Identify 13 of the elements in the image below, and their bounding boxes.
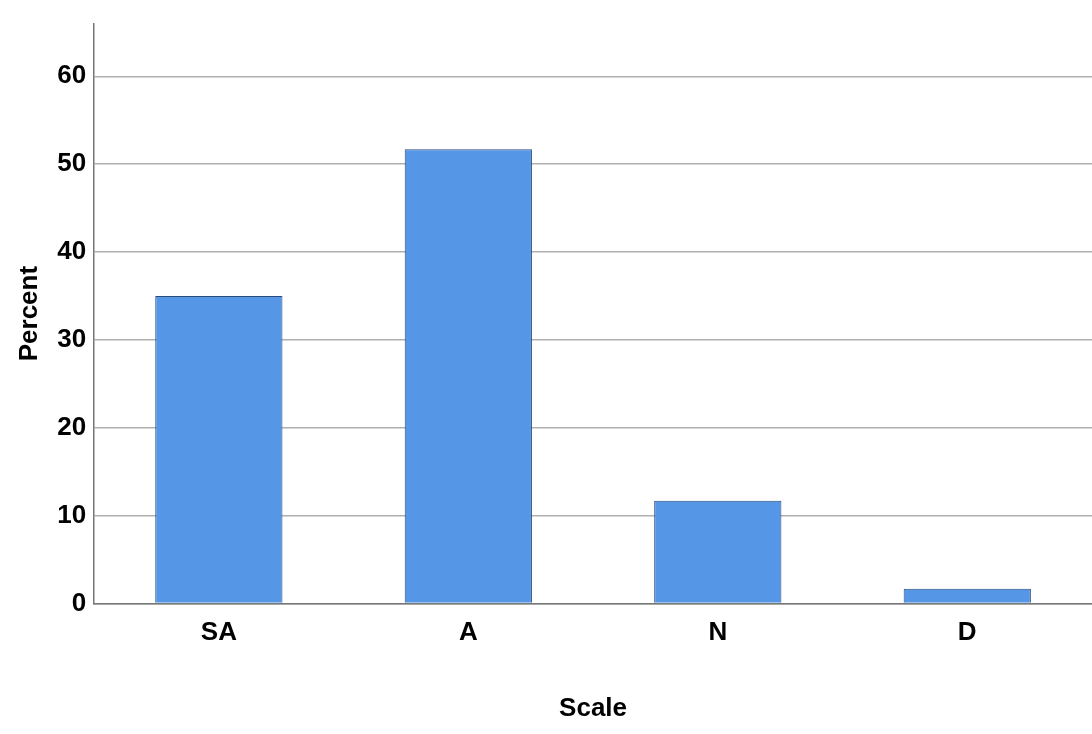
x-axis-title: Scale	[559, 691, 628, 722]
x-tick-label: A	[458, 616, 478, 647]
y-axis-title: Percent	[12, 265, 43, 362]
y-tick-label: 20	[57, 411, 87, 442]
y-tick-label: 50	[57, 147, 87, 178]
y-tick-label: 10	[57, 498, 87, 529]
x-tick-label: SA	[200, 616, 238, 647]
y-tick-label: 0	[71, 586, 87, 617]
x-tick-label: D	[957, 616, 977, 647]
x-tick-label: N	[708, 616, 728, 647]
y-tick-label: 60	[57, 59, 87, 90]
y-tick-label: 40	[57, 235, 87, 266]
y-tick-label: 30	[57, 323, 87, 354]
